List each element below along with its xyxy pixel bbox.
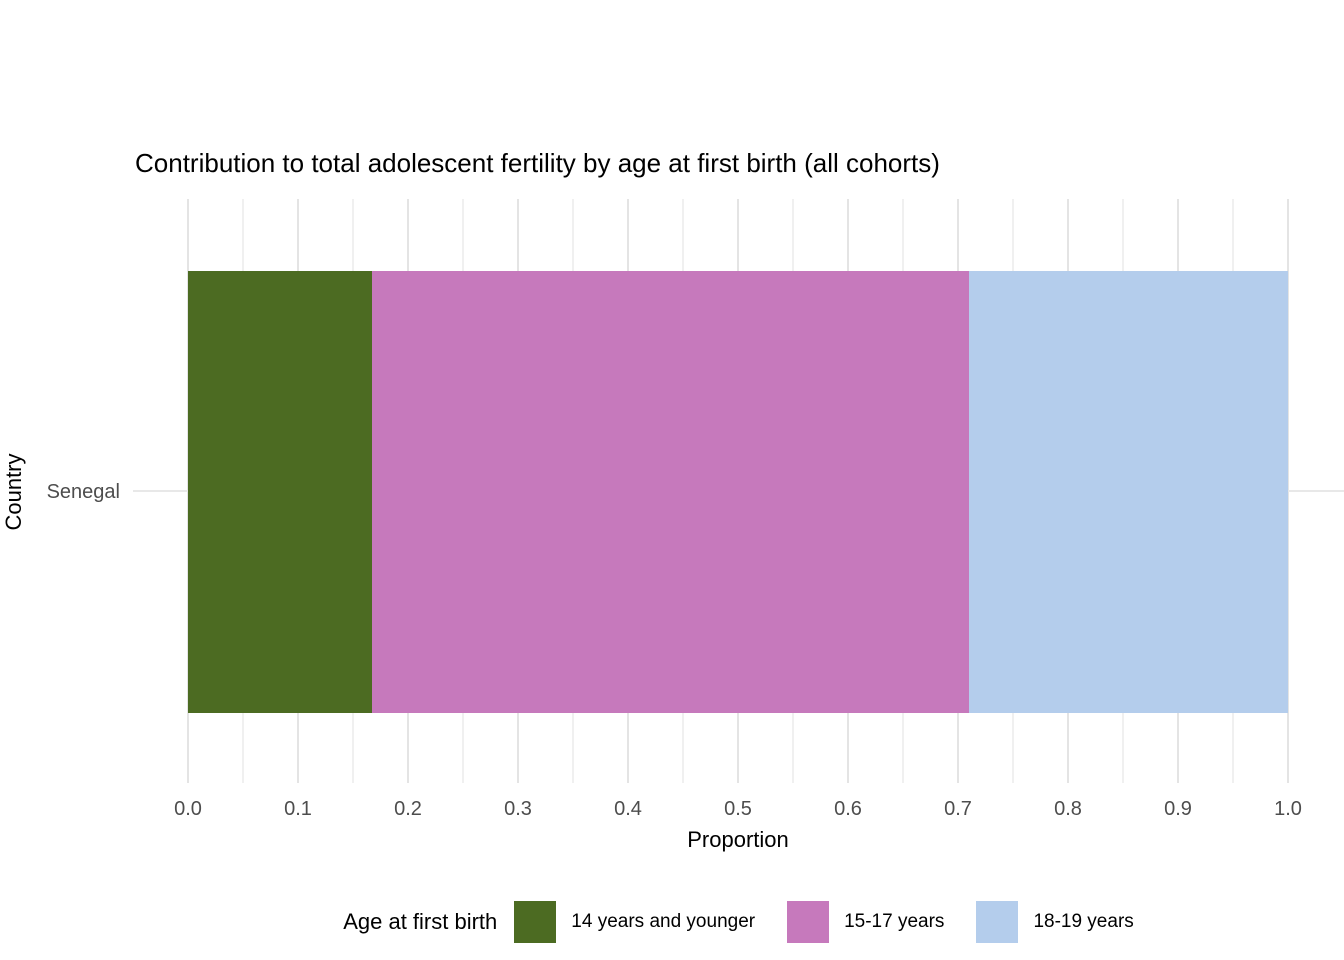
legend-entry: 18-19 years bbox=[976, 901, 1134, 943]
legend-title: Age at first birth bbox=[343, 909, 498, 934]
legend-label: 18-19 years bbox=[1033, 911, 1134, 932]
legend: Age at first birth 14 years and younger 1… bbox=[133, 900, 1344, 944]
legend-entry: 15-17 years bbox=[787, 901, 944, 943]
x-axis-title: Proportion bbox=[687, 827, 789, 852]
legend-entries: 14 years and younger 15-17 years 18-19 yea… bbox=[514, 901, 1134, 943]
stacked-bar bbox=[188, 271, 1288, 713]
x-tick-label: 0.9 bbox=[1164, 798, 1192, 820]
chart-title: Contribution to total adolescent fertili… bbox=[135, 148, 940, 178]
x-tick-label: 0.3 bbox=[504, 798, 532, 820]
x-tick-label: 0.4 bbox=[614, 798, 642, 820]
legend-swatch bbox=[514, 901, 557, 943]
plot-panel bbox=[133, 199, 1344, 783]
x-tick-label: 0.8 bbox=[1054, 798, 1082, 820]
legend-swatch bbox=[976, 901, 1019, 943]
bar-segment-3 bbox=[969, 271, 1288, 713]
x-tick-label: 0.1 bbox=[284, 798, 312, 820]
legend-entry: 14 years and younger bbox=[514, 901, 755, 943]
legend-label: 15-17 years bbox=[844, 911, 945, 932]
x-tick-label: 0.5 bbox=[724, 798, 752, 820]
x-tick-label: 0.0 bbox=[174, 798, 202, 820]
x-tick-label: 1.0 bbox=[1274, 798, 1302, 820]
x-tick-label: 0.7 bbox=[944, 798, 972, 820]
bar-segment-1 bbox=[188, 271, 372, 713]
bar-segment-2 bbox=[371, 271, 969, 713]
x-tick-label: 0.2 bbox=[394, 798, 422, 820]
x-axis-tick-labels: 0.0 0.1 0.2 0.3 0.4 0.5 0.6 0.7 0.8 0.9 1.0 bbox=[133, 797, 1344, 821]
legend-label: 14 years and younger bbox=[571, 911, 756, 932]
legend-swatch bbox=[787, 901, 830, 943]
y-category-label: Senegal bbox=[46, 481, 120, 503]
x-tick-label: 0.6 bbox=[834, 798, 862, 820]
